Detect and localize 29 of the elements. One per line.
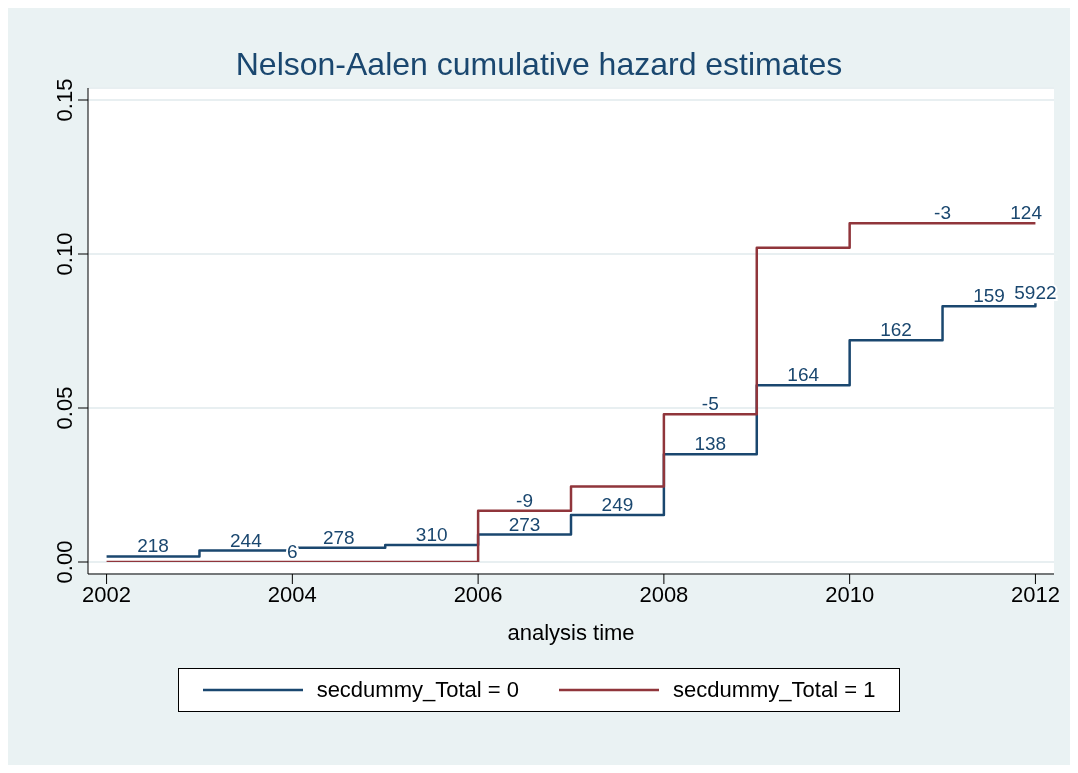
annotation: 273 [508,513,541,535]
x-tick-label: 2010 [825,581,875,607]
y-tick-label: 0.00 [52,540,77,584]
annotation: 278 [322,526,355,548]
annotation: 5922 [1014,282,1057,304]
annotation: -9 [516,489,534,511]
y-tick-label: 0.10 [52,232,77,276]
annotation: 164 [787,364,820,386]
legend-label: secdummy_Total = 0 [316,677,519,703]
annotation: 218 [137,535,169,557]
x-tick-label: 2008 [639,581,689,607]
x-tick-label: 2012 [1010,581,1060,607]
y-tick-label: 0.05 [52,386,77,430]
annotation: -3 [934,202,951,224]
x-tick-label: 2004 [267,581,317,607]
annotation: 124 [1010,202,1043,224]
chart-title: Nelson-Aalen cumulative hazard estimates [235,46,843,82]
annotation: 159 [973,285,1005,307]
annotation: 244 [230,529,263,551]
annotation: 310 [415,524,448,546]
annotation: 162 [880,319,912,341]
annotation: -5 [701,393,719,415]
x-tick-label: 2006 [453,581,503,607]
legend-label: secdummy_Total = 1 [673,677,876,703]
annotation: 138 [694,433,727,455]
x-axis-title: analysis time [507,620,635,645]
x-tick-label: 2002 [82,581,132,607]
y-tick-label: 0.15 [52,78,77,122]
annotation: 249 [601,493,634,515]
